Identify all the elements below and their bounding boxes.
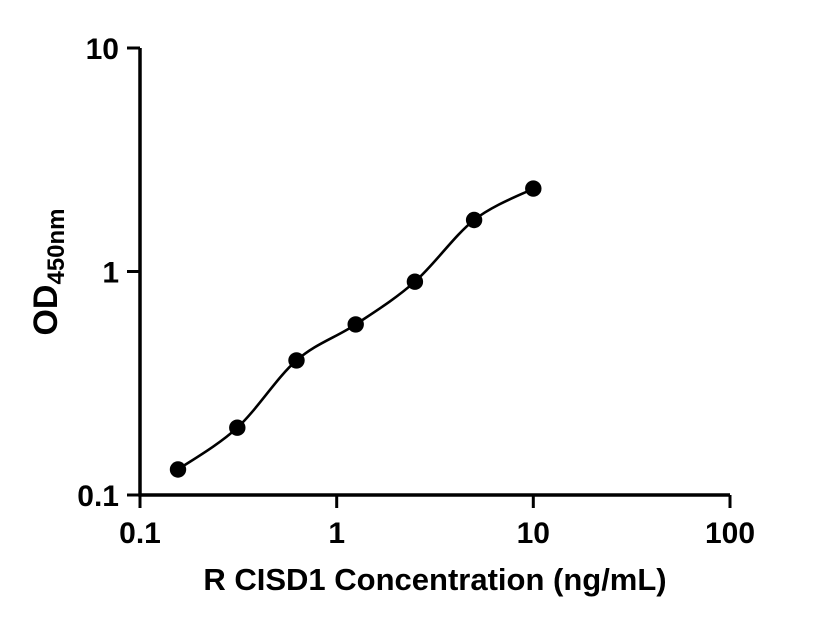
x-axis-tick-label: 1 xyxy=(328,517,345,550)
x-axis-tick-label: 0.1 xyxy=(119,517,161,550)
y-axis-tick-label: 10 xyxy=(86,33,119,66)
data-point xyxy=(406,273,424,290)
data-point xyxy=(465,211,483,229)
data-point xyxy=(347,316,364,333)
axes-frame xyxy=(138,48,730,497)
data-point xyxy=(525,180,542,197)
y-axis-title-text: OD xyxy=(27,284,65,336)
x-axis-tick-label: 10 xyxy=(517,517,550,550)
y-axis-tick-label: 1 xyxy=(102,257,119,290)
y-axis-title: OD450nm xyxy=(24,122,70,422)
y-axis-title-subscript: 450nm xyxy=(43,208,70,285)
data-point xyxy=(229,419,246,436)
x-axis-tick-label: 100 xyxy=(705,517,755,550)
x-axis-title: R CISD1 Concentration (ng/mL) xyxy=(203,562,667,597)
data-point xyxy=(169,461,187,478)
data-point xyxy=(288,352,305,369)
y-axis-tick-label: 0.1 xyxy=(77,480,119,513)
